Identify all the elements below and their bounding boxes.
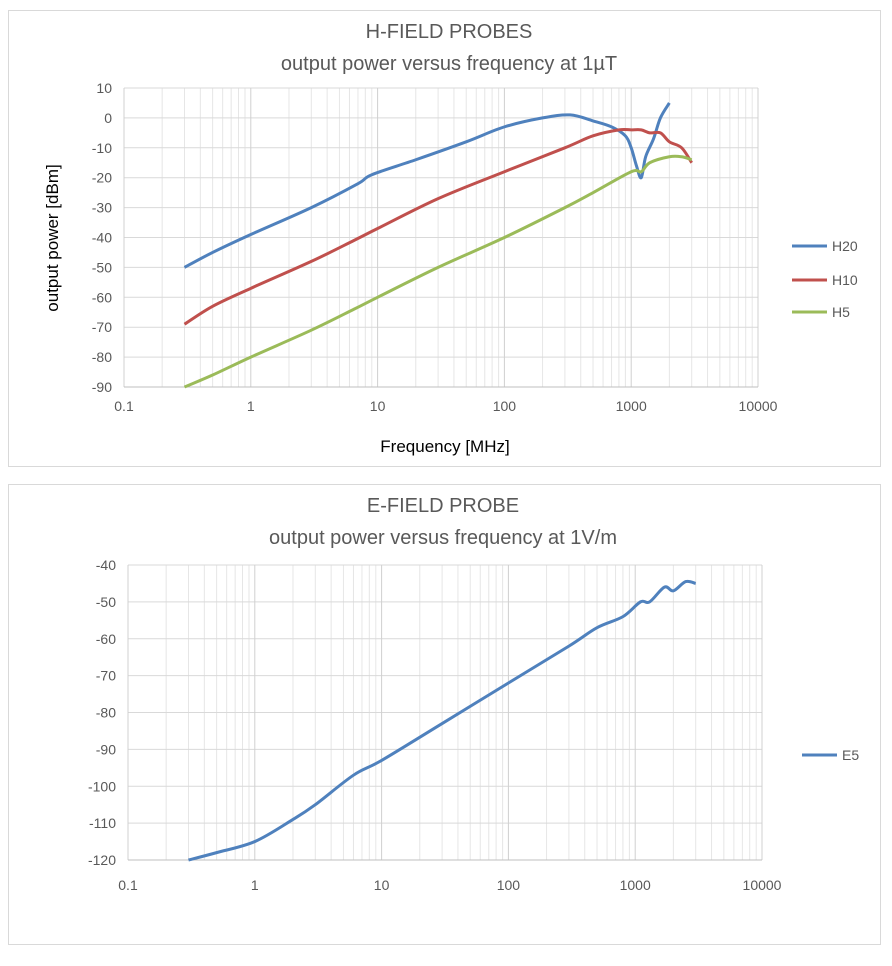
y-tick-label: -40	[92, 230, 112, 246]
legend-label-e5: E5	[842, 747, 859, 763]
y-tick-label: -50	[96, 594, 116, 610]
legend-label-h5: H5	[832, 304, 850, 320]
series-line-h20	[183, 102, 671, 269]
y-tick-label: -60	[92, 289, 112, 305]
x-tick-label: 100	[497, 877, 521, 893]
chart-subtitle: output power versus frequency at 1µT	[281, 53, 617, 75]
y-tick-label: 0	[104, 110, 112, 126]
series-line-h10	[183, 127, 693, 326]
y-tick-label: -60	[96, 631, 116, 647]
x-tick-label: 0.1	[114, 398, 134, 414]
y-tick-label: -20	[92, 170, 112, 186]
y-tick-label: -70	[92, 319, 112, 335]
y-tick-label: -50	[92, 259, 112, 275]
y-tick-label: -30	[92, 200, 112, 216]
y-tick-label: -90	[96, 741, 116, 757]
y-tick-label: -80	[92, 349, 112, 365]
series-line-h5	[183, 154, 693, 389]
x-tick-label: 1	[251, 877, 259, 893]
y-tick-label: -70	[96, 668, 116, 684]
legend-label-h20: H20	[832, 238, 858, 254]
x-tick-label: 1	[247, 398, 255, 414]
x-tick-label: 1000	[616, 398, 647, 414]
y-tick-label: -120	[88, 852, 116, 868]
y-tick-label: -110	[89, 815, 116, 831]
e-field-chart-frame	[8, 484, 881, 945]
y-tick-label: -100	[88, 778, 116, 794]
series-line-e5	[188, 579, 697, 862]
x-tick-label: 10	[374, 877, 390, 893]
x-tick-label: 1000	[620, 877, 651, 893]
legend-label-h10: H10	[832, 272, 858, 288]
chart-subtitle: output power versus frequency at 1V/m	[269, 527, 617, 549]
y-tick-label: -90	[92, 379, 112, 395]
x-tick-label: 10000	[743, 877, 782, 893]
y-tick-label: -10	[92, 140, 112, 156]
x-tick-label: 100	[493, 398, 517, 414]
y-tick-label: -40	[96, 557, 116, 573]
chart-title: H-FIELD PROBES	[366, 21, 533, 43]
y-axis-title: output power [dBm]	[43, 164, 62, 311]
x-tick-label: 10	[370, 398, 386, 414]
chart-title: E-FIELD PROBE	[367, 495, 519, 517]
y-tick-label: 10	[96, 80, 112, 96]
x-axis-title: Frequency [MHz]	[380, 437, 509, 456]
h-field-chart-frame	[8, 10, 881, 467]
y-tick-label: -80	[96, 705, 116, 721]
x-tick-label: 10000	[739, 398, 778, 414]
x-tick-label: 0.1	[118, 877, 138, 893]
